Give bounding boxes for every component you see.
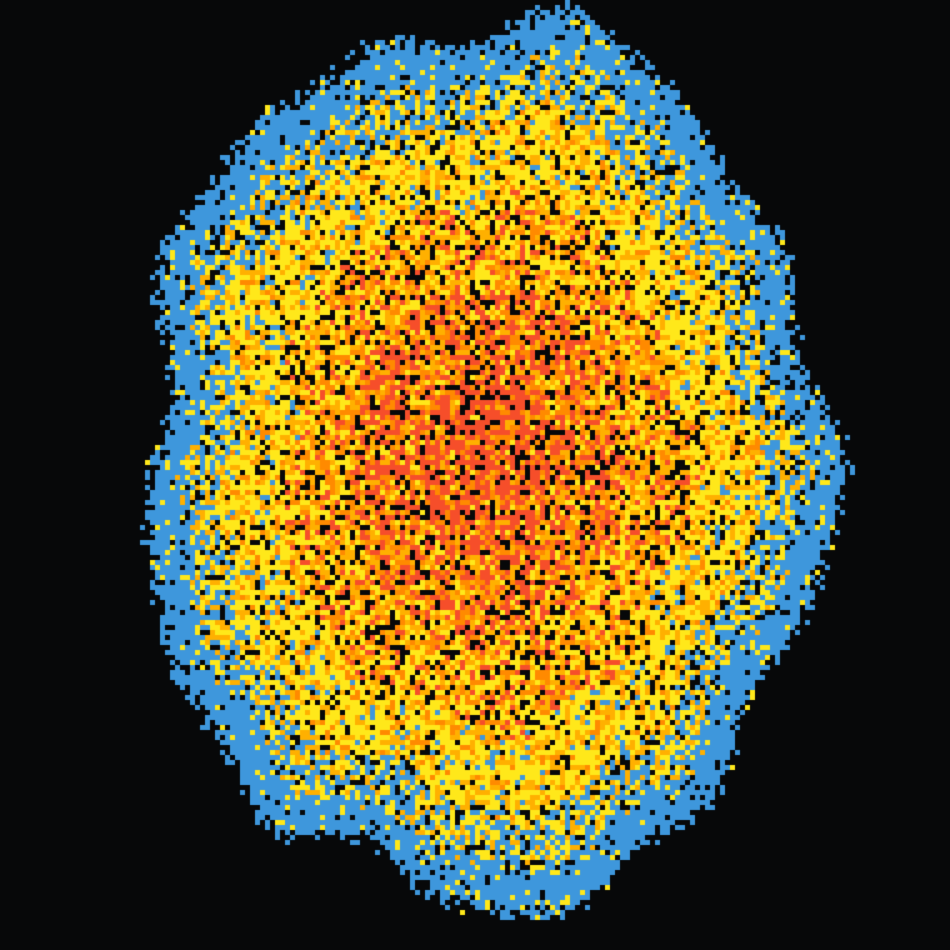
pixel-cluster-image <box>0 0 950 950</box>
image-stage <box>0 0 950 950</box>
